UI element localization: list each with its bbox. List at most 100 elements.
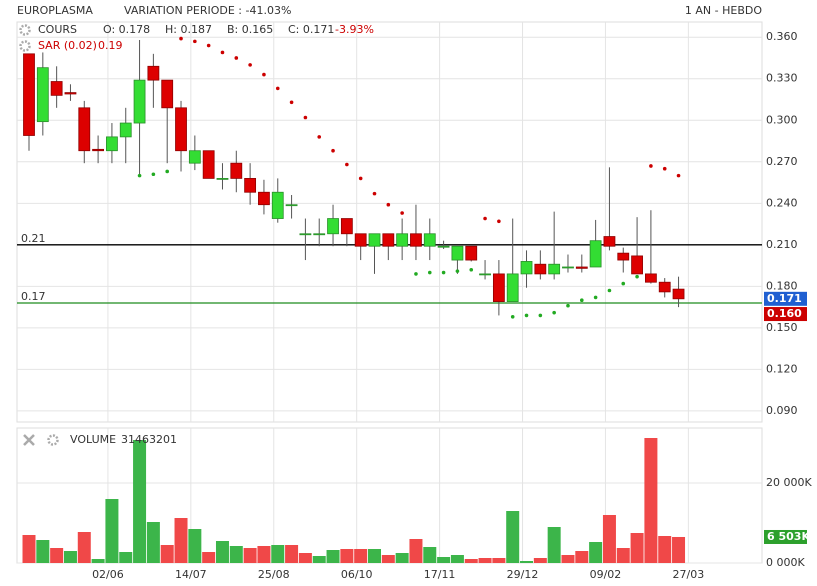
candle-body — [534, 263, 547, 275]
sar-dot — [538, 313, 543, 318]
volume-bar — [672, 536, 686, 563]
period: 1 AN - HEBDO — [685, 4, 762, 17]
sar-dot — [317, 135, 322, 139]
price-tag-label: 6 503K — [767, 530, 810, 543]
x-tick-label: 25/08 — [258, 568, 290, 581]
x-tick-label: 17/11 — [424, 568, 456, 581]
candle-body — [202, 150, 215, 179]
candle-body — [36, 67, 49, 123]
price-tag — [764, 529, 807, 544]
sar-name: SAR (0.02) — [38, 39, 97, 52]
candle-body — [313, 233, 326, 236]
chart-title: EUROPLASMA — [17, 4, 93, 17]
x-tick-label: 06/10 — [341, 568, 373, 581]
volume-bar — [77, 532, 91, 563]
candle-body — [285, 204, 298, 207]
candle-body — [175, 107, 187, 152]
x-tick-label: 29/12 — [507, 568, 539, 581]
candle-body — [340, 218, 353, 235]
volume-bar — [602, 515, 616, 563]
sar-dot — [455, 269, 460, 273]
y-tick-label: 0.360 — [766, 30, 798, 43]
candle-body — [368, 233, 381, 247]
candle-body — [617, 252, 630, 261]
volume-bar — [229, 546, 243, 563]
sar-dot — [621, 281, 626, 286]
volume-bar — [368, 549, 381, 563]
close-icon[interactable] — [23, 434, 35, 446]
gear-icon[interactable] — [47, 434, 59, 446]
sar-dot — [386, 202, 391, 207]
price-panel — [16, 21, 763, 423]
volume-bar — [91, 559, 105, 563]
volume-bar — [533, 558, 547, 563]
volume-bar — [423, 547, 437, 563]
y-tick-label: 0.180 — [766, 279, 798, 292]
volume-bar — [105, 499, 119, 563]
candle-body — [327, 218, 339, 235]
sar-dot — [289, 100, 294, 105]
volume-bar — [22, 535, 36, 563]
candle-body — [396, 233, 409, 247]
y-tick-label: 0.120 — [766, 362, 798, 375]
candle-body — [506, 273, 519, 302]
volume-bar — [658, 536, 672, 563]
volume-bar — [243, 548, 257, 563]
volume-bar — [271, 545, 285, 563]
candle-body — [520, 261, 533, 275]
sar-dot — [151, 172, 156, 177]
level-label: 0.21 — [21, 232, 46, 245]
sar-dot — [524, 313, 529, 318]
candle-body — [575, 266, 588, 269]
volume-bar — [616, 548, 630, 563]
sar-dot — [248, 63, 252, 67]
candle-body — [410, 233, 422, 247]
volume-bar — [492, 558, 506, 563]
gear-icon[interactable] — [19, 24, 31, 36]
sar-last: 0.19 — [98, 39, 123, 52]
sar-dot — [566, 303, 570, 308]
candle-body — [631, 255, 643, 275]
legend-open: O: 0.178 — [103, 23, 150, 36]
legend-low: B: 0.165 — [227, 23, 273, 36]
volume-bar — [160, 545, 174, 563]
gear-icon[interactable] — [19, 40, 31, 52]
y-tick-label: 20 000K — [766, 476, 812, 489]
sar-dot — [165, 169, 169, 174]
price-tag — [764, 307, 807, 322]
candle-body — [658, 281, 671, 293]
volume-bar — [36, 540, 50, 563]
sar-dot — [206, 43, 211, 48]
legend-close: C: 0.171 — [288, 23, 334, 36]
price-tag-label: 0.160 — [767, 307, 802, 320]
candle-body — [64, 92, 77, 95]
y-tick-label: 0.300 — [766, 113, 798, 126]
marks: 02/06 14/07 25/08 06/10 17/11 29/12 09/02 27/03… — [17, 30, 812, 581]
sar-dot — [193, 39, 197, 44]
sar-dot — [607, 288, 612, 293]
candle-body — [78, 107, 91, 152]
sar-dot — [427, 270, 432, 275]
candle-body — [147, 65, 160, 81]
sar-dot — [358, 176, 363, 181]
volume-bar — [174, 518, 188, 563]
candle-body — [423, 233, 436, 247]
candle-body — [216, 178, 229, 180]
volume-bar — [340, 549, 354, 563]
candle-body — [244, 178, 257, 193]
volume-bar — [478, 558, 492, 563]
sar-dot — [441, 270, 446, 275]
candle-body — [603, 236, 616, 247]
volume-bar — [63, 551, 77, 563]
sar-dot — [635, 274, 639, 279]
candle-body — [119, 122, 132, 138]
candle-body — [548, 263, 561, 275]
price-tag — [764, 291, 807, 306]
candle-body — [492, 273, 505, 302]
candle-body — [479, 273, 491, 276]
sar-dot — [179, 36, 183, 41]
y-tick-label: 0.090 — [766, 404, 798, 417]
sar-dot — [593, 295, 598, 300]
candle-body — [133, 79, 146, 124]
